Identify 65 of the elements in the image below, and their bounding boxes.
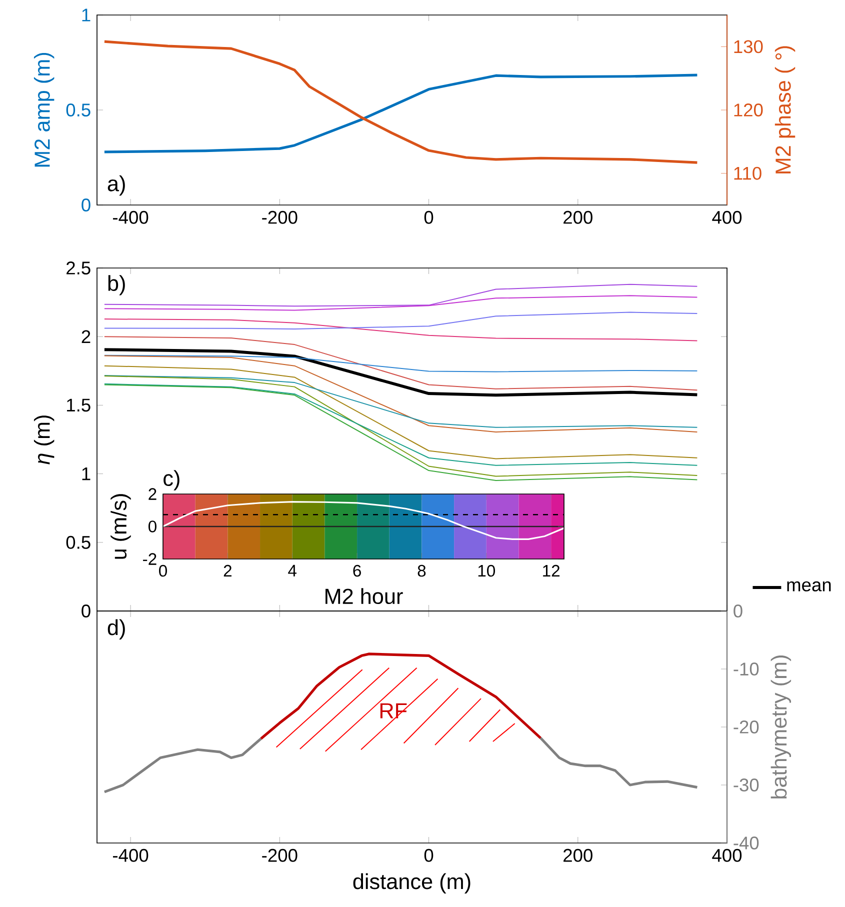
y-tick-label: 0	[82, 604, 90, 618]
y2-tick-label: 120	[734, 104, 763, 116]
x-tick-label: 12	[543, 564, 560, 577]
x-tick-label: 10	[478, 564, 496, 577]
y-tick-label: 2	[82, 330, 90, 343]
chart-title: b)	[108, 275, 125, 296]
y-axis-title: η (m)	[34, 416, 54, 464]
x-tick-label: 0	[424, 848, 434, 862]
x-tick-label: 0	[159, 564, 167, 577]
y-tick-label: 2.5	[66, 262, 90, 274]
y-tick-label: 0.5	[66, 104, 90, 116]
x-tick-label: 4	[288, 564, 297, 576]
line-series	[102, 348, 699, 397]
x-tick-label: -400	[113, 210, 148, 224]
chart-title: c)	[164, 470, 180, 490]
line-series	[104, 375, 698, 428]
y-axis-title: M2 amp (m)	[34, 52, 54, 167]
x-tick-label: -400	[113, 848, 148, 862]
y2-tick-label: 130	[734, 40, 763, 54]
x-tick-label: 2	[224, 564, 232, 577]
y-tick-label: 1	[82, 8, 90, 22]
line-series	[104, 355, 698, 432]
chart-title: d)	[108, 619, 125, 640]
line-series	[104, 354, 698, 372]
x-tick-label: -200	[262, 848, 298, 862]
text: a)	[108, 175, 125, 196]
line-series	[539, 736, 698, 789]
line-series	[103, 74, 698, 154]
line-series	[104, 365, 698, 460]
y-tick-label: 1	[82, 468, 90, 480]
y2-tick-label: -30	[734, 778, 759, 792]
y2-axis-title: bathymetry (m)	[770, 656, 792, 798]
line-series	[162, 500, 564, 540]
line-series	[104, 312, 698, 330]
x-tick-label: 200	[564, 210, 592, 224]
y2-tick-label: -10	[734, 662, 759, 676]
y2-tick-label: -20	[734, 720, 759, 734]
x-tick-label: -200	[262, 210, 298, 224]
y-tick-label: -2	[143, 553, 156, 565]
x-tick-label: 8	[418, 564, 426, 577]
x-tick-label: 400	[712, 210, 742, 224]
y-tick-label: 0.5	[66, 536, 90, 549]
x-tick-label: 200	[564, 848, 592, 862]
legend-label: mean	[787, 581, 831, 592]
line-series	[103, 40, 698, 164]
y2-tick-label: 110	[734, 166, 762, 180]
line-series	[104, 383, 698, 466]
x-axis-title: M2 hour	[326, 588, 403, 604]
x-tick-label: 0	[424, 210, 434, 224]
y2-tick-label: -40	[734, 836, 759, 850]
y-tick-label: 0	[82, 198, 90, 212]
x-axis-title: distance (m)	[353, 873, 470, 894]
y2-tick-label: 0	[734, 604, 742, 618]
y-tick-label: 2	[148, 488, 156, 500]
y-tick-label: 1.5	[67, 398, 90, 412]
line-series	[104, 295, 698, 311]
x-tick-label: 400	[712, 848, 742, 862]
line-series	[104, 318, 698, 342]
line-series	[103, 737, 262, 794]
y-tick-label: 0	[148, 520, 156, 532]
y-axis-title: u (m/s)	[110, 494, 131, 559]
line-series	[260, 652, 542, 740]
line-series	[104, 336, 698, 391]
x-tick-label: 6	[353, 564, 361, 577]
y2-axis-title: M2 phase ( °)	[774, 46, 796, 174]
